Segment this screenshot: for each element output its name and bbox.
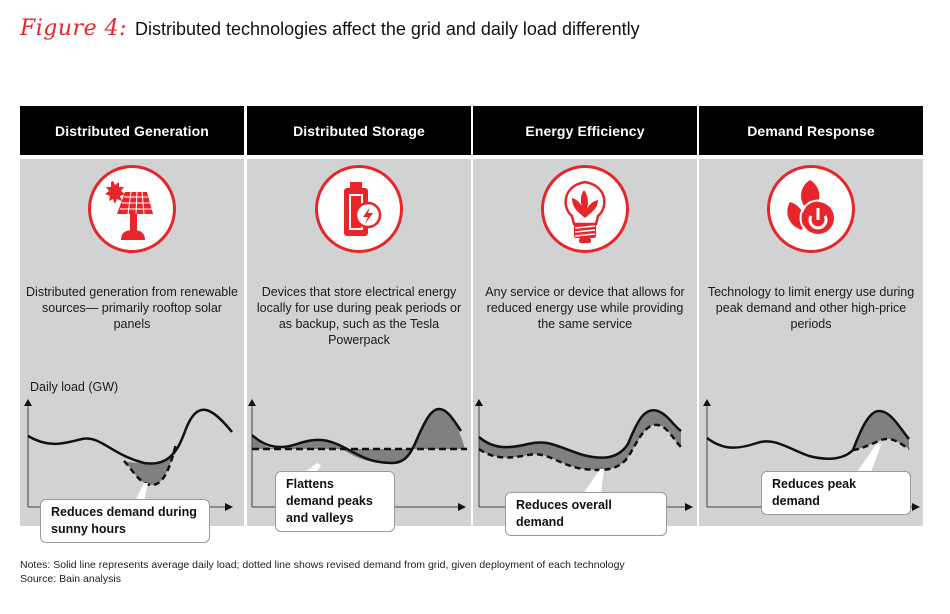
panel-body: Distributed generation from renewable so… — [20, 159, 244, 543]
panel-description: Distributed generation from renewable so… — [26, 285, 238, 331]
panel-header: Distributed Storage — [247, 106, 471, 155]
panel-description: Any service or device that allows for re… — [485, 285, 685, 331]
callout-label: Reduces demand during sunny hours — [40, 499, 210, 543]
lightbulb-leaf-icon — [541, 165, 629, 253]
figure-notes: Notes: Solid line represents average dai… — [20, 558, 625, 586]
figure-title-text: Distributed technologies affect the grid… — [135, 19, 640, 39]
panel-header: Demand Response — [699, 106, 923, 155]
notes-text: Notes: Solid line represents average dai… — [20, 559, 625, 571]
figure-title: Figure 4: Distributed technologies affec… — [20, 16, 640, 46]
callout-label: Flattens demand peaks and valleys — [275, 471, 395, 532]
figure-number: Figure 4: — [20, 16, 127, 41]
panel-body: Technology to limit energy use during pe… — [699, 159, 923, 526]
leaf-power-icon — [767, 165, 855, 253]
callout-label: Reduces overall demand — [505, 492, 667, 536]
panel-demand-response: Demand Response Technology to limit ener… — [699, 106, 923, 526]
solar-panel-icon — [88, 165, 176, 253]
panel-distributed-storage: Distributed Storage Devices that store e… — [247, 106, 471, 532]
panel-distributed-generation: Distributed Generation Distributed gener… — [20, 106, 244, 543]
y-axis-label: Daily load (GW) — [30, 380, 119, 394]
panel-description: Technology to limit energy use during pe… — [707, 285, 915, 331]
panel-header: Distributed Generation — [20, 106, 244, 155]
panel-body: Any service or device that allows for re… — [473, 159, 697, 536]
panel-description: Devices that store electrical energy loc… — [256, 285, 462, 347]
panel-energy-efficiency: Energy Efficiency Any service or device … — [473, 106, 697, 536]
battery-icon — [315, 165, 403, 253]
panel-body: Devices that store electrical energy loc… — [247, 159, 471, 532]
callout-label: Reduces peak demand — [761, 471, 911, 515]
source-text: Source: Bain analysis — [20, 573, 121, 585]
panel-header: Energy Efficiency — [473, 106, 697, 155]
